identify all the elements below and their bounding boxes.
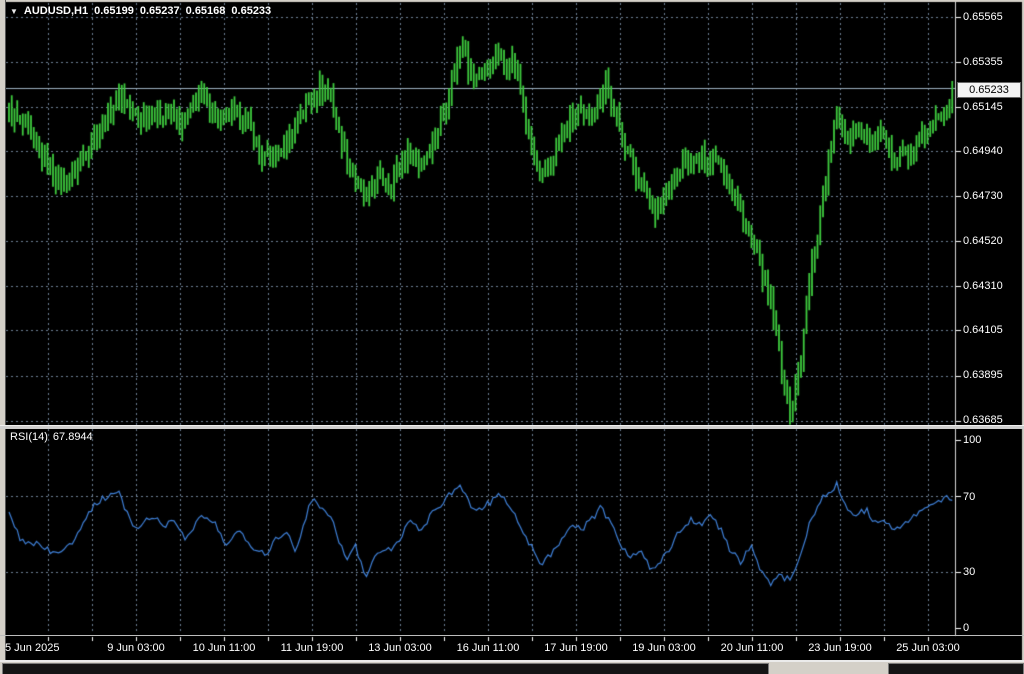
- price-tick: 0.64105: [963, 324, 1003, 336]
- price-tick: 0.64310: [963, 280, 1003, 292]
- current-price-marker: 0.65233: [957, 82, 1021, 98]
- pane-resize-handle[interactable]: [0, 425, 1024, 429]
- time-tick: 19 Jun 03:00: [632, 642, 696, 654]
- price-tick: 0.63895: [963, 369, 1003, 381]
- time-axis[interactable]: 5 Jun 2025 9 Jun 03:00 10 Jun 11:00 11 J…: [5, 636, 1022, 661]
- rsi-time-separator: [0, 635, 1024, 636]
- time-tick: 23 Jun 19:00: [808, 642, 872, 654]
- price-tick: 0.63685: [963, 414, 1003, 426]
- time-tick: 11 Jun 19:00: [280, 642, 344, 654]
- price-tick: 0.64520: [963, 235, 1003, 247]
- price-axis[interactable]: 0.65565 0.65355 0.65145 0.64940 0.64730 …: [956, 2, 1022, 635]
- time-tick: 25 Jun 03:00: [896, 642, 960, 654]
- bottom-window-strip: [0, 662, 1024, 674]
- price-tick: 0.65565: [963, 11, 1003, 23]
- time-tick: 16 Jun 11:00: [456, 642, 520, 654]
- rsi-level-tick: 30: [963, 566, 976, 578]
- ohlc-low: 0.65168: [185, 5, 226, 17]
- time-tick: 10 Jun 11:00: [192, 642, 256, 654]
- time-tick: 9 Jun 03:00: [107, 642, 165, 654]
- chart-symbol-period: AUDUSD,H1: [23, 5, 89, 17]
- chart-title: ▼ AUDUSD,H1 0.65199 0.65237 0.65168 0.65…: [10, 5, 271, 17]
- time-tick: 17 Jun 19:00: [544, 642, 608, 654]
- price-tick: 0.64940: [963, 145, 1003, 157]
- bottom-highlight-line: [0, 660, 1024, 662]
- rsi-value: 67.8944: [52, 431, 93, 443]
- rsi-level-tick: 0: [963, 622, 970, 634]
- time-tick: 13 Jun 03:00: [368, 642, 432, 654]
- ohlc-open: 0.65199: [94, 5, 134, 17]
- time-tick: 20 Jun 11:00: [720, 642, 784, 654]
- price-tick: 0.65145: [963, 101, 1003, 113]
- subwindow-edge: [888, 663, 1024, 674]
- chart-dropdown-icon[interactable]: ▼: [10, 6, 18, 16]
- time-tick: 5 Jun 2025: [5, 642, 60, 654]
- subwindow-edge: [2, 663, 769, 674]
- ohlc-close: 0.65233: [231, 5, 272, 17]
- price-tick: 0.65355: [963, 56, 1003, 68]
- window-frame-left: [0, 0, 6, 662]
- rsi-level-tick: 100: [963, 434, 982, 446]
- rsi-level-tick: 70: [963, 491, 976, 503]
- price-tick: 0.64730: [963, 190, 1003, 202]
- ohlc-high: 0.65237: [139, 5, 180, 17]
- rsi-name: RSI(14): [10, 431, 48, 443]
- rsi-indicator-label: RSI(14) 67.8944: [10, 431, 93, 443]
